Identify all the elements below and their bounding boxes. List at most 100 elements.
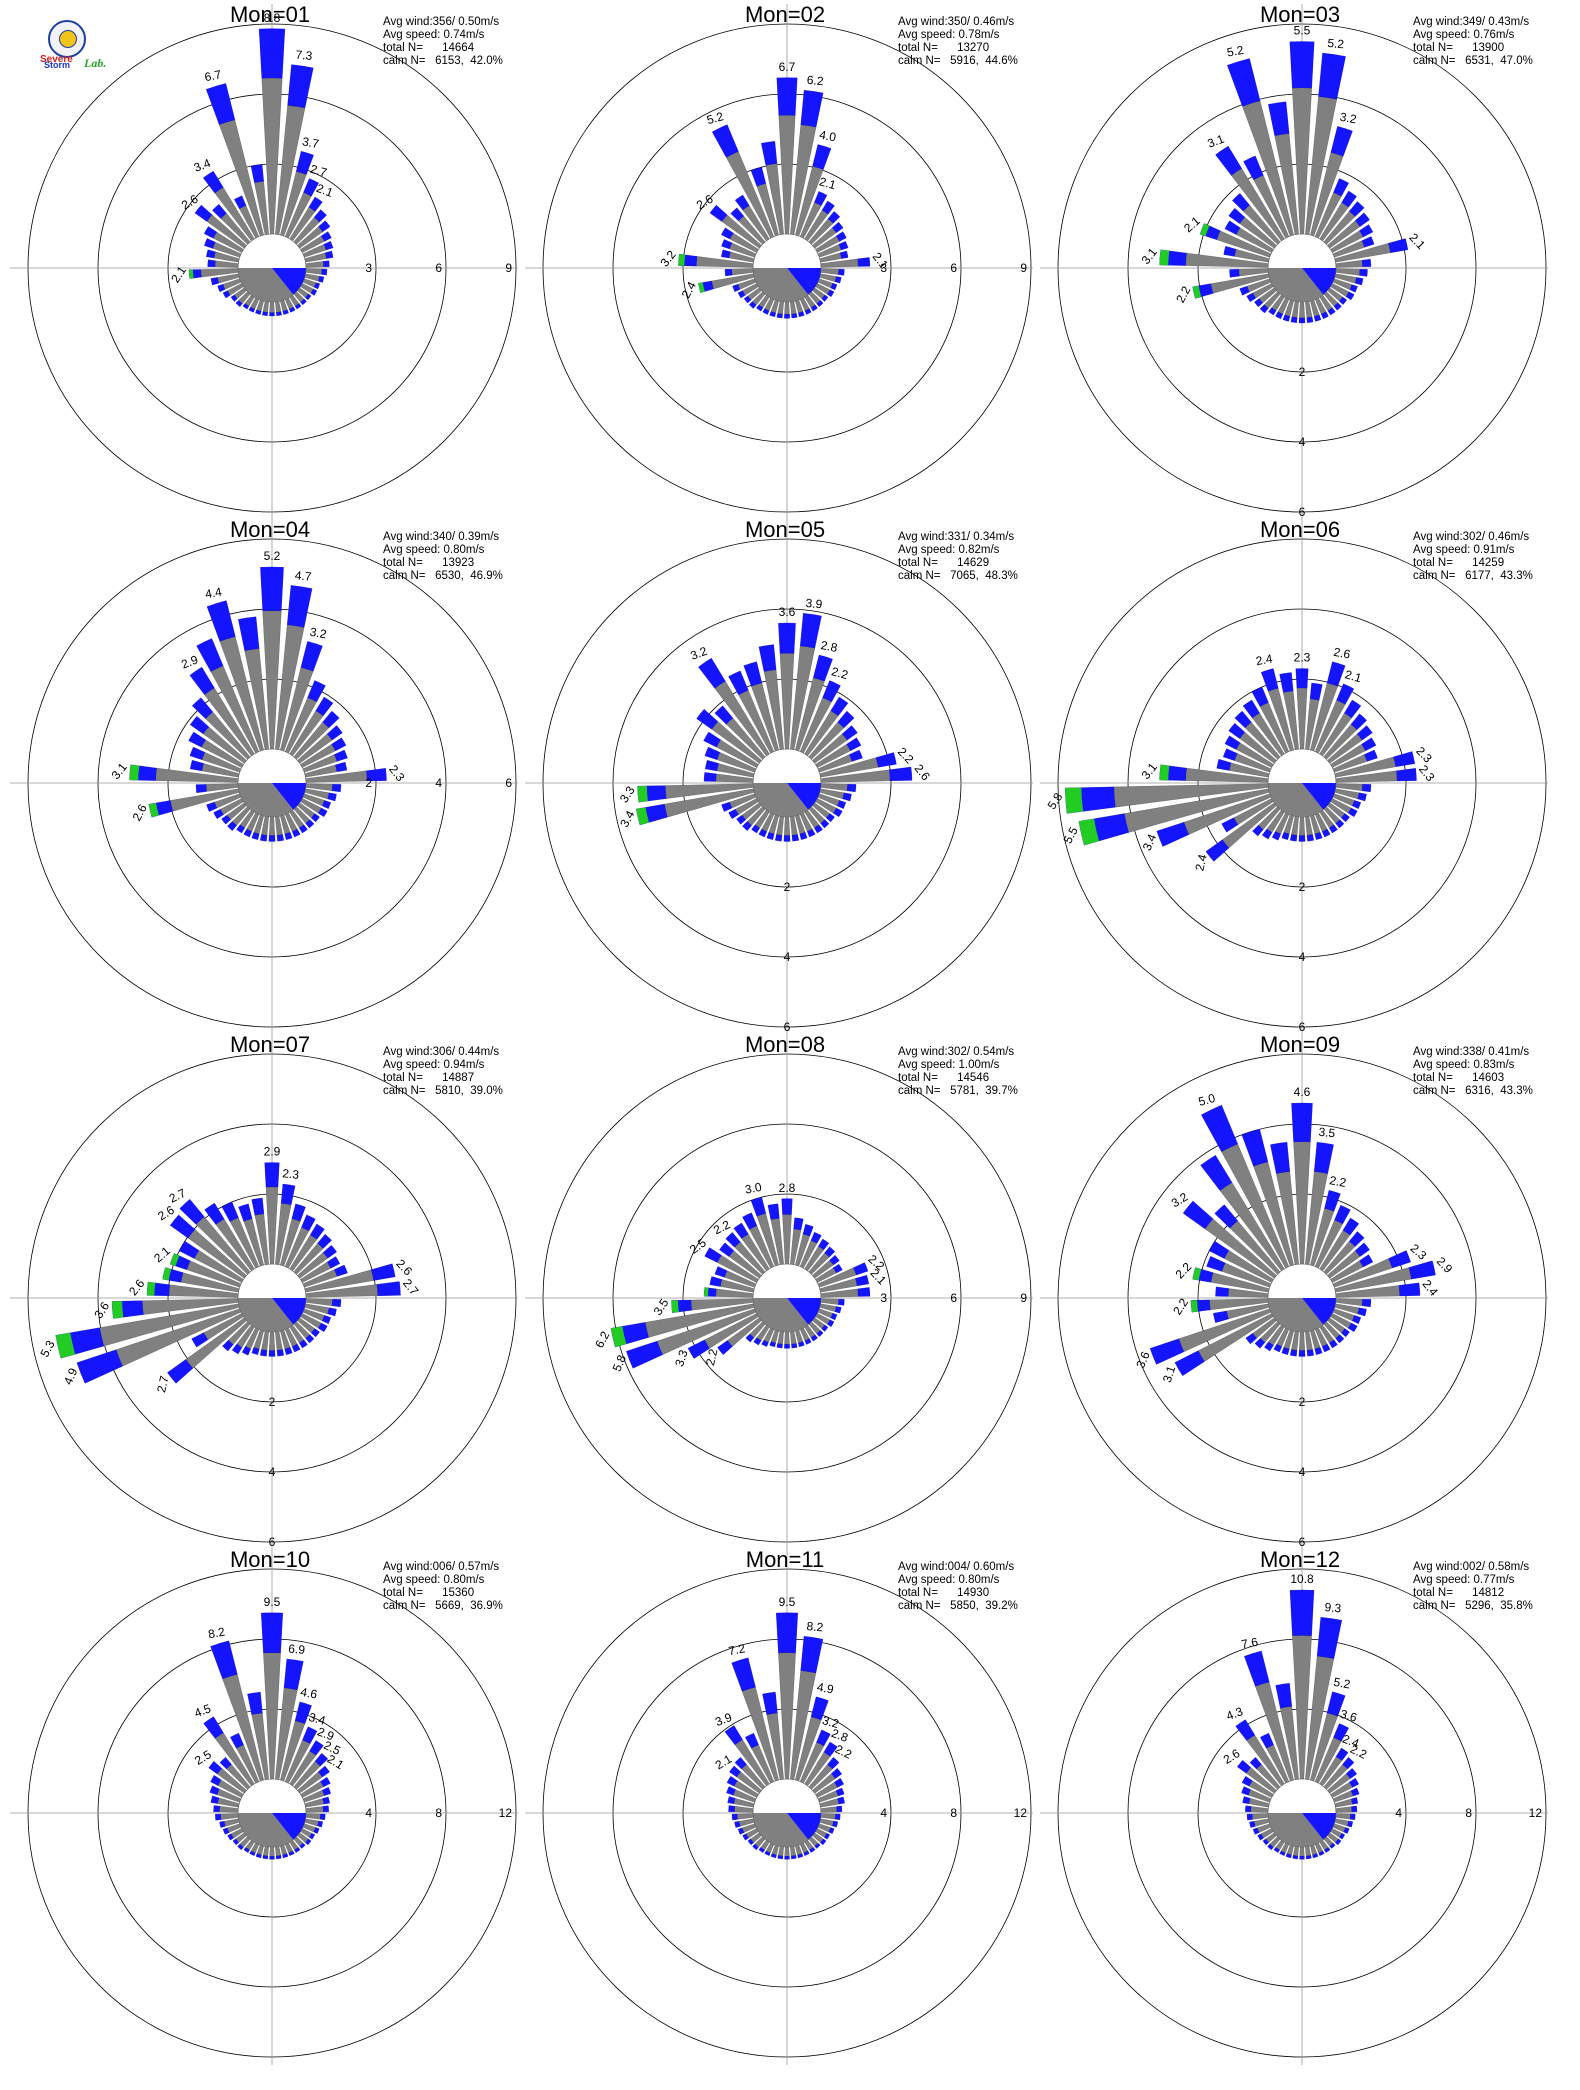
panel-title: Mon=04 [229, 517, 311, 542]
sector-bar-mid [1214, 1204, 1238, 1229]
panel-title: Mon=10 [229, 1547, 311, 1572]
sector-bar-low [1250, 1806, 1269, 1813]
sector-value-label: 3.2 [821, 1713, 841, 1731]
sector-bar-mid [728, 1805, 735, 1813]
sector-bar-mid [793, 1217, 804, 1231]
sector-bar-mid [227, 1833, 234, 1841]
sector-bar-mid [376, 1281, 401, 1296]
sector-value-label: 6.7 [203, 67, 222, 84]
sector-value-label: 5.2 [264, 549, 281, 563]
windrose-panel: 9.5 8.2 7.2 4.9 3.9 3.2 2.8 2.2 2.1 4 8 12 Mon=11 Avg… [525, 1545, 1045, 2065]
sector-bar-mid [875, 752, 897, 768]
sector-bar-low [269, 1331, 275, 1351]
sector-bar-mid [1357, 792, 1367, 802]
calm-fraction-slice [753, 1813, 809, 1847]
wind-stats: Avg wind:356/ 0.50m/s Avg speed: 0.74m/s t… [383, 16, 503, 68]
sector-value-label: 7.2 [727, 1641, 746, 1658]
sector-bar-low [1335, 1813, 1351, 1820]
sector-value-label: 3.6 [1339, 1707, 1359, 1725]
sector-bar-mid [320, 1776, 331, 1788]
sector-bar-mid [301, 1214, 316, 1232]
sector-bar-mid [1326, 661, 1346, 687]
sector-value-label: 2.2 [895, 745, 917, 767]
sector-value-label: 3.4 [617, 808, 637, 830]
sector-bar-mid [1347, 1820, 1353, 1828]
wind-stat-line: calm N= 5916, 44.6% [898, 55, 1018, 67]
sector-bar-mid [810, 1232, 822, 1244]
sector-bar-mid [1261, 828, 1273, 840]
sector-bar-mid [721, 227, 734, 240]
windrose-plot: 5.5 5.2 5.2 3.2 3.1 3.1 2.2 2.1 2.1 2 4 6 [1040, 4, 1548, 520]
wind-stat-line: Avg wind:306/ 0.44m/s [383, 1046, 500, 1058]
sector-bar-mid [1350, 1813, 1356, 1820]
sector-bar-mid [195, 784, 207, 793]
sector-bar-mid [751, 824, 760, 834]
sector-bar-low [820, 1298, 839, 1305]
sector-bar-mid [1245, 1805, 1252, 1813]
sector-bar-mid [234, 195, 247, 209]
sector-bar-mid [248, 306, 255, 313]
sector-bar-low [269, 816, 275, 836]
sector-value-label: 2.6 [126, 1276, 148, 1298]
sector-bar-mid [1213, 1310, 1229, 1323]
sector-bar-mid [326, 1256, 341, 1269]
sector-bar-mid [1228, 722, 1246, 739]
sector-bar-mid [783, 835, 791, 842]
sector-bar-mid [188, 731, 206, 748]
sector-bar-mid [291, 1203, 306, 1222]
sector-bar-mid [1352, 1315, 1361, 1324]
sector-bar-mid [803, 1850, 810, 1856]
wind-stat-line: total N= 13923 [383, 557, 475, 569]
sector-bar-mid [243, 828, 252, 838]
sector-bar-mid [209, 1785, 220, 1795]
sector-bar-mid [1336, 683, 1355, 705]
wind-stat-line: calm N= 5296, 35.8% [1413, 1600, 1533, 1612]
sector-bar-mid [1237, 1759, 1252, 1774]
windrose-plot: 6.76.25.24.03.22.62.42.12.13 6 9 [525, 4, 1033, 520]
sector-bar-mid [1329, 1339, 1338, 1349]
calm-speed-slice [787, 268, 821, 295]
sector-bar-mid [322, 1787, 331, 1796]
sector-bar-mid [711, 124, 739, 158]
sector-bar-mid [1355, 277, 1364, 286]
sector-bar-mid [221, 814, 231, 825]
sector-bar-mid [236, 824, 245, 834]
sector-bar-mid [238, 616, 260, 651]
sector-value-label: 3.5 [651, 1296, 672, 1318]
sector-bar-mid [206, 83, 236, 125]
sector-value-label: 2.2 [703, 1347, 720, 1367]
sector-value-label: 6.2 [806, 73, 824, 88]
sector-bar-mid [318, 1765, 330, 1778]
sector-bar-low [1251, 1813, 1269, 1820]
wind-stat-line: Avg speed: 0.83m/s [1413, 1059, 1515, 1071]
ring-tick-label: 2 [784, 880, 791, 894]
sector-bar-mid [837, 1796, 845, 1805]
sector-bar-mid [762, 308, 770, 315]
sector-bar-mid [260, 834, 268, 842]
sector-bar-mid [791, 1343, 798, 1349]
wind-stats: Avg wind:340/ 0.39m/s Avg speed: 0.80m/s t… [383, 531, 503, 583]
sector-value-label: 2.2 [830, 664, 850, 682]
sector-value-label: 2.1 [325, 1752, 347, 1773]
ring-tick-label: 3 [880, 1291, 887, 1305]
sector-bar-mid [1267, 1843, 1274, 1851]
sector-bar-low [1299, 301, 1305, 319]
sector-bar-low [305, 268, 323, 275]
sector-value-label: 2.7 [167, 1186, 188, 1206]
ring-tick-label: 4 [1299, 1465, 1306, 1479]
sector-bar-mid [310, 1223, 325, 1240]
wind-stat-line: calm N= 7065, 48.3% [898, 570, 1018, 582]
sector-value-label: 3.4 [307, 1710, 327, 1728]
sector-bar-mid [331, 1299, 342, 1308]
sector-value-label: 3.9 [805, 596, 823, 611]
sector-bar-mid [810, 1696, 829, 1721]
sector-bar-mid [726, 1776, 738, 1787]
sector-bar-mid [838, 268, 845, 276]
sector-value-label: 2.6 [912, 761, 934, 783]
wind-stats: Avg wind:338/ 0.41m/s Avg speed: 0.83m/s t… [1413, 1046, 1533, 1098]
wind-stat-line: Avg speed: 1.00m/s [898, 1059, 1000, 1071]
sector-bar-mid [250, 164, 264, 183]
sector-bar-mid [709, 204, 728, 222]
calm-fraction-slice [238, 783, 294, 817]
sector-bar-mid [1261, 668, 1279, 692]
